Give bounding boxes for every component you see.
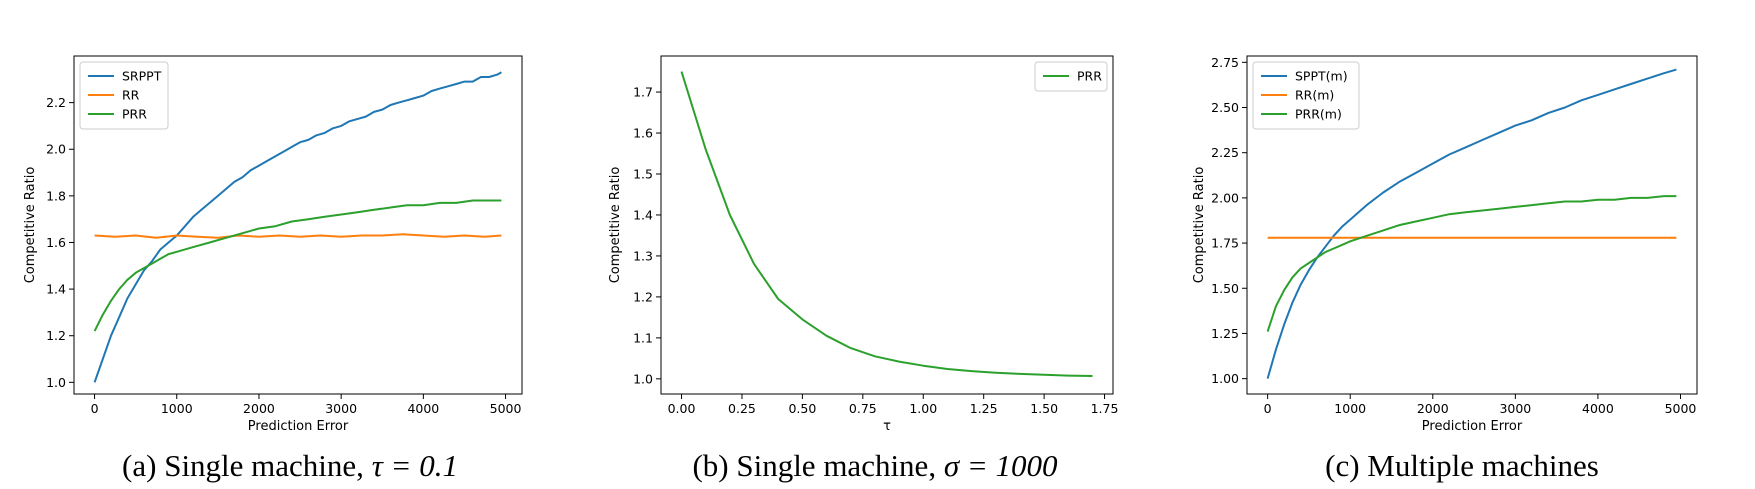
y-axis-label: Competitive Ratio	[608, 167, 623, 284]
x-axis-label: τ	[883, 419, 891, 434]
chart-a-svg: 0 1000 2000 3000 4000 5000 1.0 1.2 1.4 1.6 1.8 2.0 2…	[23, 55, 523, 434]
caption-b-math: σ = 1000	[943, 448, 1058, 483]
plot-frame	[1246, 55, 1698, 395]
x-axis-label: Prediction Error	[1422, 419, 1523, 434]
caption-c: (c) Multiple machines	[1325, 448, 1599, 484]
legend: SRPPT RR PRR	[79, 61, 169, 130]
legend-label: SPPT(m)	[1295, 69, 1348, 84]
x-tick-label: 1000	[1334, 401, 1366, 416]
caption-b: (b) Single machine, σ = 1000	[692, 448, 1057, 484]
caption-a-text: (a) Single machine,	[122, 448, 372, 483]
legend: PRR	[1034, 61, 1108, 92]
y-tick-label: 1.50	[1211, 281, 1239, 296]
y-tick-label: 1.2	[46, 328, 66, 343]
x-tick-label: 0.50	[788, 401, 816, 416]
x-tick-label: 2000	[243, 401, 275, 416]
x-tick-label: 2000	[1417, 401, 1449, 416]
legend-label: SRPPT	[122, 69, 162, 84]
y-tick-label: 1.4	[633, 207, 653, 222]
chart-panel-c: 0 1000 2000 3000 4000 5000 1.00 1.25 1.50 1.75 2.0…	[1165, 0, 1755, 434]
y-tick-label: 1.1	[633, 330, 653, 345]
series-line-SPPT(m)	[1266, 68, 1677, 379]
plot-frame	[73, 55, 523, 395]
legend-box	[1034, 61, 1108, 92]
x-tick-label: 1.50	[1030, 401, 1058, 416]
y-tick-label: 2.75	[1211, 55, 1239, 70]
caption-a-math: τ = 0.1	[371, 448, 458, 483]
y-tick-label: 1.7	[633, 85, 653, 100]
x-tick-label: 0.00	[668, 401, 696, 416]
y-tick-label: 1.25	[1211, 326, 1239, 341]
x-tick-label: 3000	[325, 401, 357, 416]
legend-label: RR(m)	[1295, 88, 1334, 103]
y-tick-label: 2.50	[1211, 100, 1239, 115]
caption-c-text: (c) Multiple machines	[1325, 448, 1599, 483]
chart-b-svg: 0.00 0.25 0.50 0.75 1.00 1.25 1.50 1.75 1.0 1.1 1.…	[608, 55, 1118, 434]
legend-label: RR	[122, 88, 140, 103]
y-tick-label: 1.4	[46, 282, 66, 297]
legend-box	[79, 61, 169, 130]
y-tick-label: 1.6	[46, 235, 66, 250]
series-line-PRR	[680, 71, 1093, 377]
x-tick-label: 5000	[490, 401, 522, 416]
y-axis-label: Competitive Ratio	[1192, 167, 1207, 284]
y-tick-label: 1.3	[633, 248, 653, 263]
x-tick-label: 1.75	[1091, 401, 1119, 416]
series-line-PRR(m)	[1266, 195, 1677, 332]
x-tick-label: 4000	[1582, 401, 1614, 416]
x-tick-label: 5000	[1665, 401, 1697, 416]
y-tick-label: 1.0	[46, 375, 66, 390]
y-tick-label: 1.6	[633, 126, 653, 141]
y-tick-label: 1.8	[46, 188, 66, 203]
y-tick-label: 1.5	[633, 166, 653, 181]
y-tick-label: 1.2	[633, 289, 653, 304]
caption-a: (a) Single machine, τ = 0.1	[122, 448, 458, 484]
series-line-SRPPT	[93, 71, 502, 383]
x-axis-label: Prediction Error	[248, 419, 349, 434]
legend: SPPT(m) RR(m) PRR(m)	[1252, 61, 1360, 130]
legend-label: PRR	[1077, 69, 1102, 84]
legend-label: PRR(m)	[1295, 107, 1342, 122]
x-tick-label: 3000	[1499, 401, 1531, 416]
x-tick-label: 1000	[161, 401, 193, 416]
x-tick-label: 4000	[407, 401, 439, 416]
y-tick-label: 2.00	[1211, 190, 1239, 205]
y-tick-label: 1.00	[1211, 371, 1239, 386]
x-tick-label: 0	[91, 401, 99, 416]
y-axis-label: Competitive Ratio	[23, 167, 38, 284]
x-tick-label: 0.25	[728, 401, 756, 416]
x-tick-label: 1.25	[970, 401, 998, 416]
y-tick-label: 2.0	[46, 142, 66, 157]
chart-panel-a: 0 1000 2000 3000 4000 5000 1.0 1.2 1.4 1.6 1.8 2.0 2…	[0, 0, 530, 434]
y-tick-label: 1.0	[633, 371, 653, 386]
y-tick-label: 1.75	[1211, 236, 1239, 251]
series-line-PRR	[93, 199, 502, 332]
y-tick-label: 2.25	[1211, 145, 1239, 160]
x-tick-label: 1.00	[909, 401, 937, 416]
chart-panel-b: 0.00 0.25 0.50 0.75 1.00 1.25 1.50 1.75 1.0 1.1 1.…	[585, 0, 1118, 434]
x-tick-label: 0	[1264, 401, 1272, 416]
chart-c-svg: 0 1000 2000 3000 4000 5000 1.00 1.25 1.50 1.75 2.0…	[1192, 55, 1698, 434]
legend-box	[1252, 61, 1360, 130]
plot-frame	[660, 55, 1114, 395]
y-tick-label: 2.2	[46, 95, 66, 110]
x-tick-label: 0.75	[849, 401, 877, 416]
legend-label: PRR	[122, 107, 147, 122]
series-line-RR	[94, 233, 502, 239]
caption-b-text: (b) Single machine,	[692, 448, 944, 483]
